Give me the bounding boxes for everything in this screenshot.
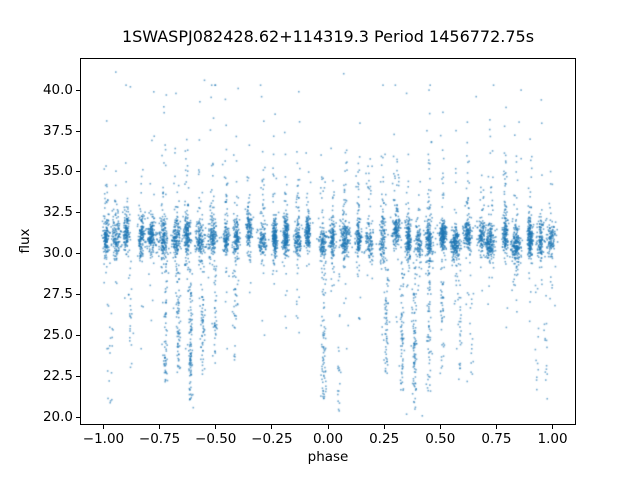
y-tick-label: 30.0: [42, 245, 73, 262]
y-tick-mark: [76, 335, 80, 337]
y-tick-label: 27.5: [42, 286, 73, 303]
x-tick-label: −1.00: [82, 431, 125, 447]
x-tick-mark: [215, 425, 217, 429]
x-tick-mark: [383, 425, 385, 429]
y-tick-label: 35.0: [42, 163, 73, 180]
y-tick-mark: [76, 253, 80, 255]
x-tick-mark: [102, 425, 104, 429]
chart-title: 1SWASPJ082428.62+114319.3 Period 1456772…: [121, 27, 535, 46]
x-tick-mark: [159, 425, 161, 429]
y-tick-mark: [76, 416, 80, 418]
x-tick-label: 0.00: [312, 431, 344, 447]
y-tick-label: 22.5: [42, 368, 73, 385]
y-tick-mark: [76, 130, 80, 132]
y-tick-label: 25.0: [42, 327, 73, 344]
x-tick-label: 0.50: [425, 431, 456, 447]
x-tick-label: −0.75: [138, 431, 181, 447]
x-tick-mark: [271, 425, 273, 429]
y-tick-label: 32.5: [42, 204, 73, 221]
x-tick-label: −0.25: [251, 431, 293, 447]
y-tick-label: 40.0: [42, 81, 73, 98]
x-tick-label: −0.50: [195, 431, 237, 447]
scatter-plot-area: [81, 59, 575, 424]
y-tick-mark: [76, 376, 80, 378]
x-tick-label: 0.75: [481, 431, 512, 447]
y-tick-mark: [76, 294, 80, 296]
axes-frame: [80, 58, 576, 425]
y-tick-label: 37.5: [42, 122, 73, 139]
y-tick-mark: [76, 212, 80, 214]
x-tick-label: 1.00: [537, 431, 568, 447]
x-axis-label: phase: [307, 449, 349, 465]
x-tick-mark: [495, 425, 497, 429]
x-tick-mark: [552, 425, 554, 429]
y-tick-mark: [76, 89, 80, 91]
x-tick-mark: [327, 425, 329, 429]
x-tick-label: 0.25: [369, 431, 400, 447]
y-tick-label: 20.0: [42, 408, 73, 425]
x-tick-mark: [439, 425, 441, 429]
y-tick-mark: [76, 171, 80, 173]
